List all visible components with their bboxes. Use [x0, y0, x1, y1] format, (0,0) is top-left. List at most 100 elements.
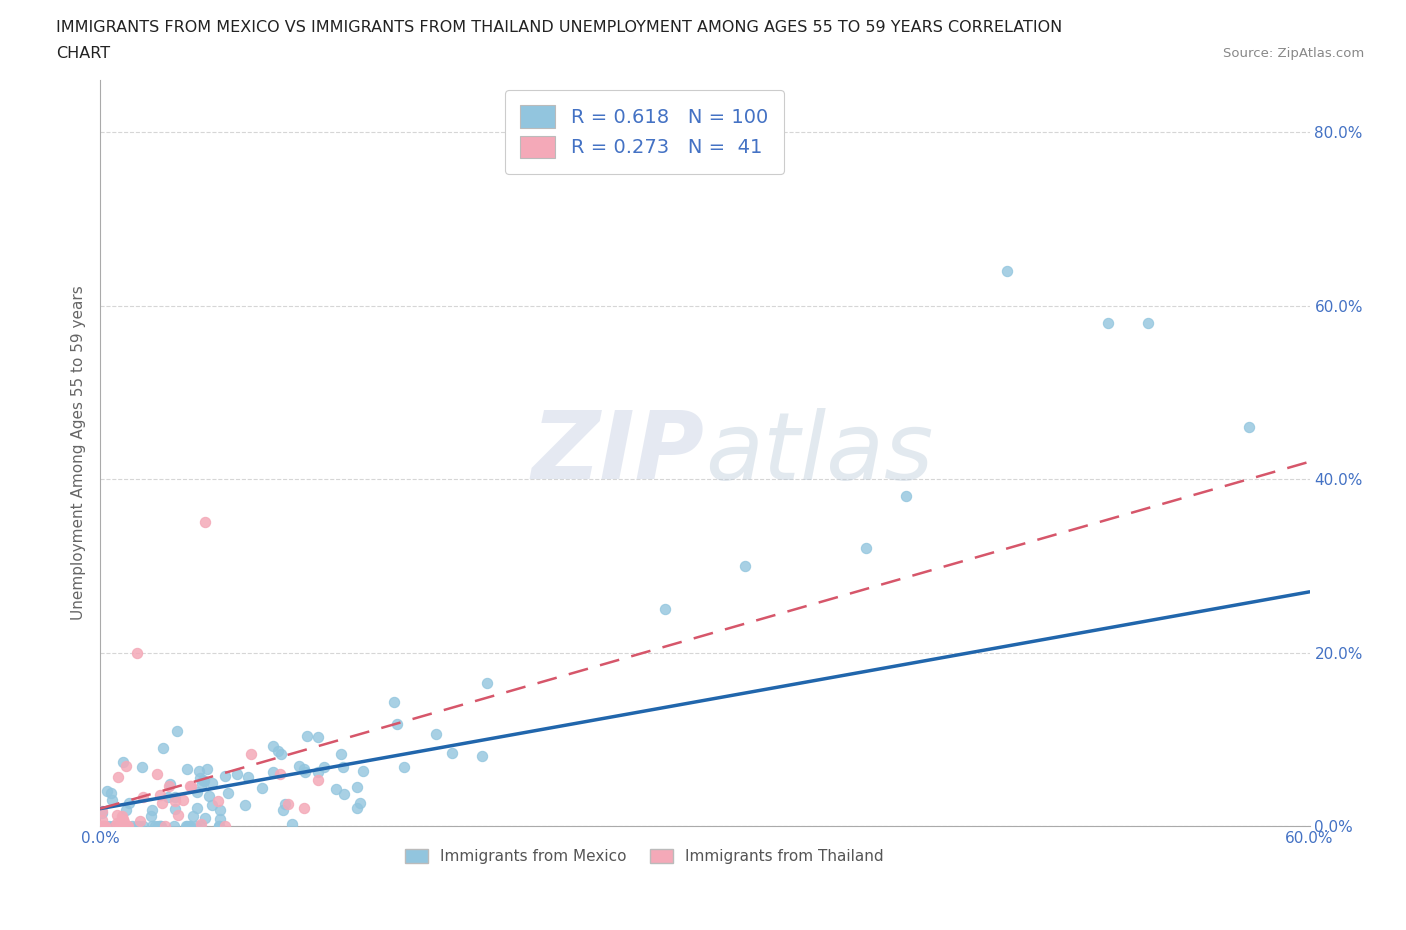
Point [297, 729, 319, 744]
Text: atlas: atlas [704, 407, 934, 498]
Point [201, 797, 224, 812]
Point [176, 762, 198, 777]
Point [184, 818, 207, 833]
Point [149, 818, 172, 833]
Point [162, 818, 184, 833]
Point [128, 814, 150, 829]
Point [191, 777, 214, 792]
Point [188, 818, 211, 833]
Point [188, 764, 211, 778]
Point [186, 785, 208, 800]
Point [180, 778, 202, 793]
Point [159, 777, 181, 791]
Text: CHART: CHART [56, 46, 110, 61]
Point [240, 746, 263, 761]
Point [149, 788, 172, 803]
Text: Source: ZipAtlas.com: Source: ZipAtlas.com [1223, 46, 1364, 60]
Point [217, 786, 239, 801]
Point [115, 758, 138, 773]
Point [128, 818, 150, 833]
Point [97, 818, 120, 833]
Point [294, 764, 316, 779]
Point [471, 749, 494, 764]
Point [197, 762, 219, 777]
Point [112, 818, 135, 833]
Point [308, 730, 330, 745]
Point [91, 804, 114, 818]
Point [150, 795, 173, 810]
Point [100, 786, 122, 801]
Point [115, 818, 138, 833]
Point [273, 803, 295, 817]
Point [179, 818, 201, 833]
Point [146, 818, 169, 833]
Point [91, 813, 114, 828]
Point [233, 797, 256, 812]
Point [190, 817, 212, 831]
Point [394, 760, 416, 775]
Point [252, 780, 274, 795]
Point [132, 790, 155, 804]
Point [312, 760, 335, 775]
Point [236, 770, 259, 785]
Point [143, 818, 166, 833]
Point [101, 792, 124, 807]
Point [307, 764, 329, 779]
Point [1097, 315, 1119, 330]
Point [274, 797, 297, 812]
Point [177, 818, 200, 833]
Point [385, 717, 408, 732]
Point [194, 811, 217, 826]
Point [193, 773, 215, 788]
Point [208, 803, 231, 817]
Point [104, 818, 127, 833]
Point [307, 773, 329, 788]
Point [194, 515, 217, 530]
Point [441, 746, 464, 761]
Point [179, 778, 201, 793]
Point [121, 818, 143, 833]
Point [288, 759, 311, 774]
Point [91, 818, 114, 833]
Point [141, 803, 163, 817]
Point [96, 784, 118, 799]
Point [333, 787, 356, 802]
Point [475, 676, 498, 691]
Point [112, 818, 135, 833]
Point [190, 771, 212, 786]
Point [172, 792, 194, 807]
Point [166, 807, 188, 822]
Point [117, 818, 139, 833]
Point [208, 818, 231, 833]
Point [325, 781, 347, 796]
Point [141, 818, 163, 833]
Point [93, 818, 115, 833]
Point [292, 801, 315, 816]
Point [104, 818, 127, 833]
Point [734, 558, 756, 573]
Point [346, 780, 368, 795]
Point [193, 772, 215, 787]
Point [269, 767, 291, 782]
Point [125, 645, 148, 660]
Point [157, 778, 180, 793]
Point [208, 811, 231, 826]
Point [352, 764, 374, 779]
Point [93, 818, 115, 833]
Point [110, 808, 132, 823]
Point [153, 818, 176, 833]
Point [281, 817, 304, 831]
Point [132, 818, 155, 833]
Point [186, 801, 208, 816]
Point [208, 818, 231, 833]
Point [107, 770, 129, 785]
Point [131, 760, 153, 775]
Point [165, 802, 187, 817]
Point [1137, 315, 1160, 330]
Point [156, 790, 179, 804]
Point [112, 815, 135, 830]
Point [91, 818, 114, 833]
Point [214, 768, 236, 783]
Point [152, 740, 174, 755]
Point [112, 812, 135, 827]
